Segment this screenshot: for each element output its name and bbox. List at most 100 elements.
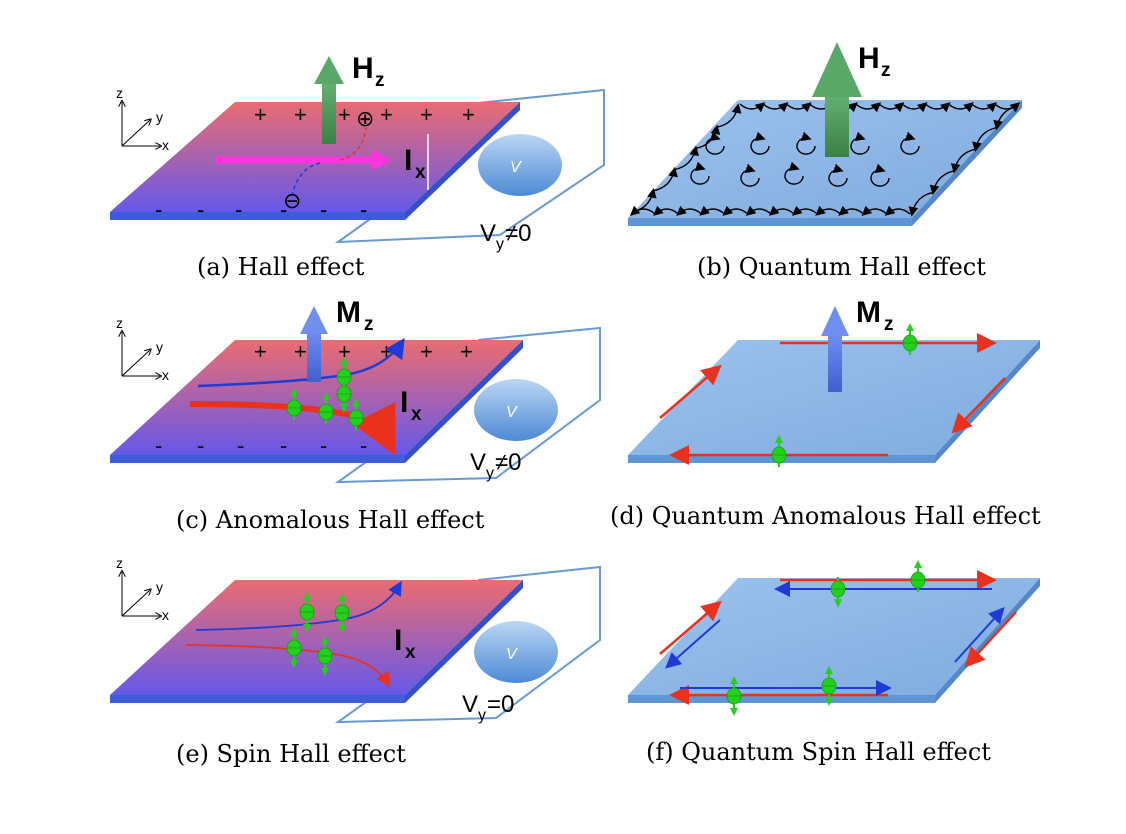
spin-marker <box>348 398 364 430</box>
svg-text:V: V <box>506 646 518 663</box>
panel-quantum-hall-effect: H z (b) Quantum Hall effect <box>628 42 1022 281</box>
voltage-rel-c: ≠0 <box>495 449 522 476</box>
spin-marker <box>334 593 350 633</box>
field-arrow-hz <box>314 56 344 144</box>
axis-y-label: y <box>156 109 163 125</box>
qah-plate <box>628 340 1040 455</box>
svg-text:V: V <box>510 159 522 176</box>
magnetization-arrow-mz-d <box>821 306 849 392</box>
cyclotron-orbit <box>828 163 848 187</box>
current-sub-c: x <box>411 404 422 425</box>
voltage-rel-a: ≠0 <box>505 220 532 247</box>
cyclotron-orbit <box>784 161 804 185</box>
axis-z-label: z <box>116 85 123 101</box>
voltage-sub-e: y <box>478 707 486 724</box>
negative-charges: - - - - - - <box>155 197 367 222</box>
voltmeter-c: V <box>474 379 558 441</box>
svg-text:-: - <box>197 433 204 458</box>
voltage-label-e: V <box>462 691 478 718</box>
field-arrow-hz-b <box>812 42 862 157</box>
bulk-cyclotron-orbits <box>690 131 920 187</box>
svg-text:z: z <box>116 555 123 571</box>
axis-triad-c: z y x <box>116 315 169 383</box>
field-label-b: H <box>858 42 880 75</box>
axis-x-label: x <box>162 137 169 153</box>
svg-text:+: + <box>420 102 433 127</box>
svg-text:-: - <box>155 433 162 458</box>
svg-text:-: - <box>280 433 287 458</box>
svg-text:+: + <box>294 102 307 127</box>
caption-e: (e) Spin Hall effect <box>176 740 406 768</box>
caption-a: (a) Hall effect <box>197 253 365 281</box>
panel-hall-effect: z y x + + + + + + - - - - - - ⊕ ⊖ <box>110 52 605 281</box>
edge-right <box>951 377 1006 434</box>
svg-text:y: y <box>156 339 163 355</box>
spin-down-current <box>189 401 396 456</box>
spin-marker <box>286 628 302 668</box>
voltmeter-e: V <box>474 621 558 683</box>
svg-text:+: + <box>294 339 307 364</box>
circuit-wire-c <box>334 326 601 484</box>
spin-markers-e <box>286 592 350 676</box>
svg-text:-: - <box>360 433 367 458</box>
svg-text:+: + <box>380 102 393 127</box>
cyclotron-orbit <box>690 161 710 185</box>
svg-text:-: - <box>237 433 244 458</box>
svg-text:-: - <box>155 197 162 222</box>
spin-markers-f <box>726 560 926 716</box>
field-sub-a: z <box>375 70 385 91</box>
cyclotron-orbit <box>750 131 770 155</box>
panel-spin-hall-effect: z y x I x V V y =0 (e) Spin Hall effect <box>110 555 601 768</box>
field-label-d: M <box>856 296 881 329</box>
spin-marker <box>286 388 302 420</box>
svg-text:+: + <box>254 339 267 364</box>
current-sub-e: x <box>405 642 416 663</box>
spin-marker-down <box>336 382 352 413</box>
cyclotron-orbit <box>705 131 725 155</box>
spin-marker <box>902 323 918 355</box>
voltage-sub-c: y <box>486 465 494 482</box>
voltage-rel-e: =0 <box>487 691 514 718</box>
cyclotron-orbit <box>740 163 760 187</box>
svg-text:+: + <box>420 339 433 364</box>
spin-marker-down <box>830 577 846 608</box>
svg-text:x: x <box>162 367 169 383</box>
hole-path <box>339 127 367 161</box>
panel-quantum-anomalous-hall-effect: M z (d) Quantum Anomalous Hall effect <box>610 296 1041 530</box>
electron-path <box>291 162 321 197</box>
axis-triad-e: z y x <box>116 555 169 623</box>
voltage-sub-a: y <box>496 236 504 253</box>
current-label-e: I <box>394 624 402 657</box>
cyclotron-orbit <box>870 163 890 187</box>
current-sub-a: x <box>415 162 426 183</box>
field-label-a: H <box>352 52 374 85</box>
svg-text:+: + <box>462 102 475 127</box>
svg-text:-: - <box>320 433 327 458</box>
spin-marker <box>318 392 334 424</box>
cyclotron-orbit <box>850 131 870 155</box>
field-label-c: M <box>336 296 361 329</box>
axis-triad: z y x <box>116 85 169 153</box>
voltmeter-a: V <box>478 134 562 196</box>
ahe-plate <box>110 340 523 455</box>
electron-carrier: ⊖ <box>283 188 301 213</box>
edge-skipping-orbits <box>629 102 1021 217</box>
cyclotron-orbit <box>796 131 816 155</box>
svg-text:-: - <box>235 197 242 222</box>
voltage-label-c: V <box>470 449 486 476</box>
svg-text:-: - <box>280 197 287 222</box>
edge-left <box>659 364 722 419</box>
caption-b: (b) Quantum Hall effect <box>697 253 986 281</box>
magnetization-arrow-mz <box>300 306 328 382</box>
panel-anomalous-hall-effect: z y x + + + + + + - - - - - - M z I <box>110 296 601 534</box>
qsh-plate <box>628 578 1040 695</box>
field-sub-d: z <box>884 314 894 335</box>
svg-text:-: - <box>197 197 204 222</box>
field-sub-b: z <box>881 60 891 81</box>
svg-text:z: z <box>116 315 123 331</box>
hall-plate-edge <box>110 212 405 220</box>
svg-text:x: x <box>162 607 169 623</box>
spin-marker <box>726 676 742 716</box>
svg-text:+: + <box>460 339 473 364</box>
